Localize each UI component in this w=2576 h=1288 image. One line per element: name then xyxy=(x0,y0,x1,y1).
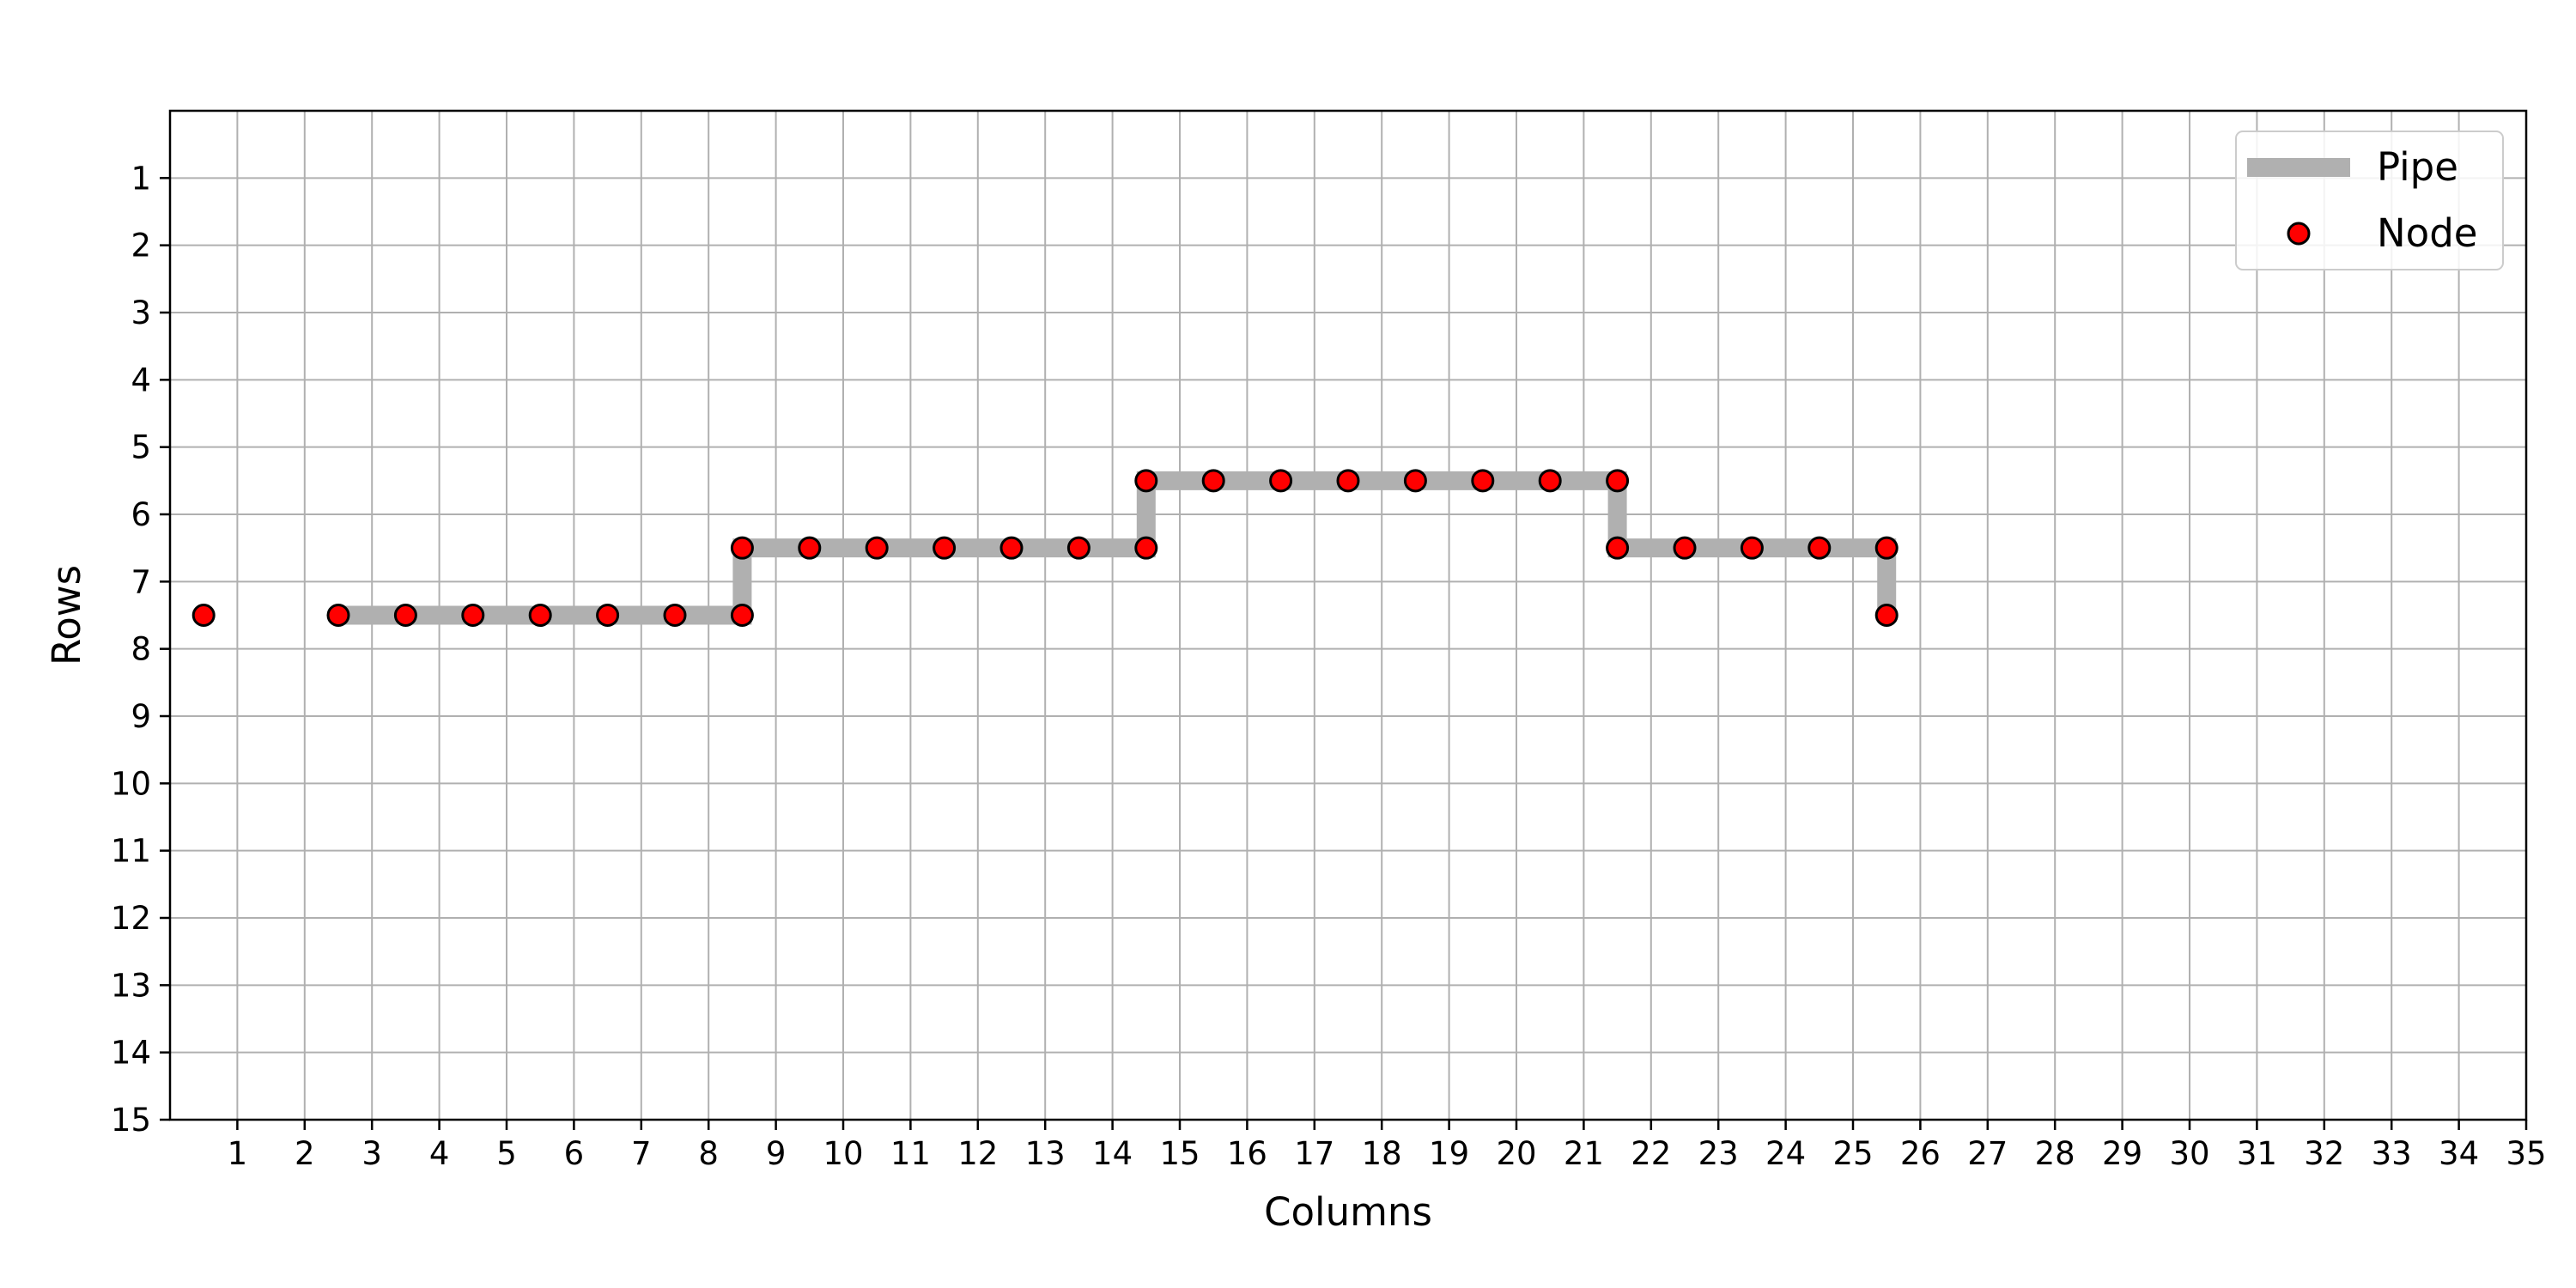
node-point-28 xyxy=(1874,604,1899,627)
x-tick-label-7: 7 xyxy=(631,1135,652,1172)
node-point-19 xyxy=(1403,469,1427,493)
x-tick-label-34: 34 xyxy=(2439,1135,2479,1172)
legend: Pipe Node xyxy=(2235,131,2504,270)
y-tick-label-8: 8 xyxy=(131,631,151,668)
y-tick-label-4: 4 xyxy=(131,361,151,398)
node-point-21 xyxy=(1538,469,1562,493)
x-tick-label-13: 13 xyxy=(1025,1135,1066,1172)
x-tick-label-22: 22 xyxy=(1631,1135,1671,1172)
x-tick-label-5: 5 xyxy=(496,1135,517,1172)
x-tick-label-3: 3 xyxy=(361,1135,382,1172)
node-point-11 xyxy=(933,536,957,560)
node-point-20 xyxy=(1471,469,1495,493)
x-tick-label-32: 32 xyxy=(2304,1135,2344,1172)
node-point-25 xyxy=(1740,536,1764,560)
y-tick-label-11: 11 xyxy=(111,833,151,870)
x-tick-label-28: 28 xyxy=(2035,1135,2075,1172)
x-tick-label-9: 9 xyxy=(766,1135,787,1172)
y-tick-label-15: 15 xyxy=(111,1102,151,1139)
x-tick-label-17: 17 xyxy=(1294,1135,1334,1172)
x-tick-label-24: 24 xyxy=(1765,1135,1806,1172)
node-point-6 xyxy=(663,604,687,627)
x-axis-label: Columns xyxy=(1264,1189,1432,1235)
x-tick-label-6: 6 xyxy=(564,1135,585,1172)
y-tick-label-12: 12 xyxy=(111,900,151,937)
node-point-24 xyxy=(1673,536,1697,560)
y-tick-label-5: 5 xyxy=(131,429,151,466)
x-tick-label-26: 26 xyxy=(1900,1135,1941,1172)
y-tick-label-2: 2 xyxy=(131,228,151,264)
y-tick-label-14: 14 xyxy=(111,1035,151,1072)
node-point-17 xyxy=(1269,469,1293,493)
x-tick-label-30: 30 xyxy=(2169,1135,2209,1172)
node-point-8 xyxy=(730,536,754,560)
y-tick-label-7: 7 xyxy=(131,563,151,600)
node-point-13 xyxy=(1066,536,1091,560)
node-point-2 xyxy=(393,604,417,627)
node-series xyxy=(191,469,1899,627)
x-tick-label-33: 33 xyxy=(2372,1135,2412,1172)
node-point-18 xyxy=(1336,469,1360,493)
x-tick-label-16: 16 xyxy=(1227,1135,1267,1172)
node-point-23 xyxy=(1606,536,1630,560)
x-tick-label-23: 23 xyxy=(1698,1135,1739,1172)
x-tick-label-4: 4 xyxy=(429,1135,450,1172)
legend-node-label: Node xyxy=(2377,210,2477,256)
x-tick-label-8: 8 xyxy=(698,1135,719,1172)
x-tick-label-27: 27 xyxy=(1967,1135,2008,1172)
node-point-15 xyxy=(1134,469,1158,493)
x-tick-label-11: 11 xyxy=(890,1135,931,1172)
x-tick-label-20: 20 xyxy=(1496,1135,1536,1172)
x-tick-label-19: 19 xyxy=(1429,1135,1469,1172)
node-point-10 xyxy=(865,536,889,560)
node-point-22 xyxy=(1606,469,1630,493)
x-tick-label-21: 21 xyxy=(1564,1135,1604,1172)
x-tick-label-1: 1 xyxy=(228,1135,248,1172)
node-point-16 xyxy=(1201,469,1225,493)
x-tick-label-12: 12 xyxy=(957,1135,998,1172)
node-point-27 xyxy=(1874,536,1899,560)
node-point-5 xyxy=(596,604,620,627)
node-point-26 xyxy=(1807,536,1832,560)
node-point-4 xyxy=(528,604,552,627)
x-tick-label-35: 35 xyxy=(2506,1135,2546,1172)
node-point-12 xyxy=(999,536,1024,560)
node-point-1 xyxy=(326,604,350,627)
x-tick-label-14: 14 xyxy=(1092,1135,1133,1172)
y-tick-label-10: 10 xyxy=(111,765,151,802)
y-tick-label-9: 9 xyxy=(131,698,151,735)
x-axis-ticks: 1 2 3 4 5 6 7 8 9 10 11 12 13 14 15 16 17 18 19 20 21 22 23 24 2… xyxy=(228,1120,2547,1172)
node-point-0 xyxy=(191,604,216,627)
y-tick-label-13: 13 xyxy=(111,967,151,1004)
x-tick-label-18: 18 xyxy=(1362,1135,1402,1172)
node-point-7 xyxy=(730,604,754,627)
x-tick-label-31: 31 xyxy=(2237,1135,2277,1172)
y-tick-label-1: 1 xyxy=(131,160,151,197)
x-tick-label-25: 25 xyxy=(1832,1135,1873,1172)
node-point-14 xyxy=(1134,536,1158,560)
y-axis-label: Rows xyxy=(44,565,89,665)
x-tick-label-29: 29 xyxy=(2102,1135,2142,1172)
node-point-9 xyxy=(798,536,822,560)
y-tick-label-3: 3 xyxy=(131,295,151,331)
x-tick-label-2: 2 xyxy=(295,1135,315,1172)
plot-frame xyxy=(168,109,2528,1121)
x-tick-label-15: 15 xyxy=(1159,1135,1200,1172)
node-point-3 xyxy=(461,604,485,627)
x-tick-label-10: 10 xyxy=(823,1135,863,1172)
y-tick-label-6: 6 xyxy=(131,496,151,533)
legend-node-swatch xyxy=(2287,222,2311,246)
legend-pipe-label: Pipe xyxy=(2377,144,2458,190)
